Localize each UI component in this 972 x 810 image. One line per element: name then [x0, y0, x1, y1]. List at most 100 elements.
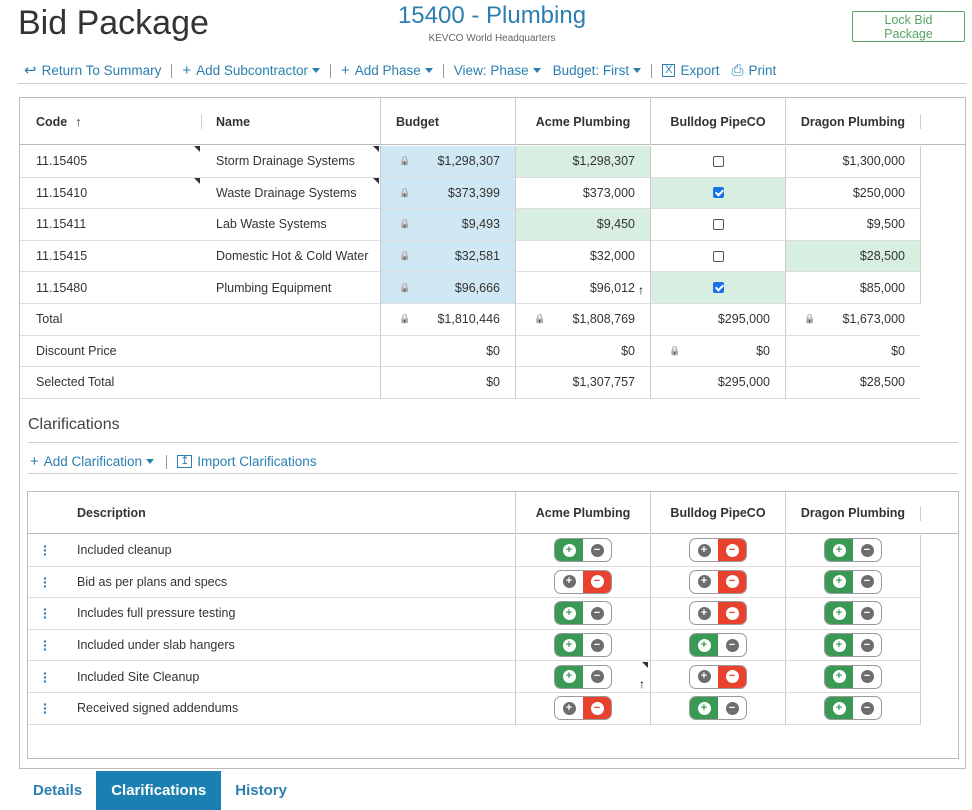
code-column-header[interactable]: Code ↑	[36, 98, 201, 145]
dragon-include-toggle[interactable]: + −	[824, 601, 882, 626]
exclude-minus-button[interactable]: −	[718, 665, 746, 688]
kebab-menu-icon[interactable]: · · ·	[43, 633, 48, 658]
exclude-minus-button[interactable]: −	[853, 634, 881, 656]
acme-bid-cell[interactable]: $1,298,307	[515, 146, 650, 178]
include-plus-button[interactable]: +	[690, 666, 718, 688]
acme-include-toggle[interactable]: + −	[554, 633, 612, 658]
bulldog-bid-cell[interactable]	[650, 177, 785, 210]
exclude-minus-button[interactable]: −	[718, 602, 746, 625]
tab-details[interactable]: Details	[33, 782, 83, 799]
exclude-minus-button[interactable]: −	[583, 634, 611, 656]
exclude-minus-button[interactable]: −	[853, 602, 881, 624]
add-subcontractor-menu[interactable]: + Add Subcontractor	[176, 63, 326, 78]
dragon-column-header[interactable]: Dragon Plumbing	[785, 98, 920, 145]
bulldog-checkbox[interactable]	[712, 187, 724, 199]
budget-menu[interactable]: Budget: First	[547, 63, 648, 78]
bulldog-checkbox[interactable]	[712, 218, 724, 230]
exclude-minus-button[interactable]: −	[583, 602, 611, 624]
dragon-include-toggle[interactable]: + −	[824, 664, 882, 689]
exclude-minus-button[interactable]: −	[583, 570, 611, 593]
exclude-minus-button[interactable]: −	[718, 570, 746, 593]
acme-include-toggle[interactable]: + −	[554, 696, 612, 721]
bulldog-clar-column-header[interactable]: Bulldog PipeCO	[650, 492, 785, 534]
include-plus-button[interactable]: +	[825, 602, 853, 625]
acme-include-toggle[interactable]: + −	[554, 664, 612, 689]
dragon-bid-cell[interactable]: $28,500	[785, 240, 920, 273]
bulldog-include-toggle[interactable]: + −	[689, 633, 747, 658]
include-plus-button[interactable]: +	[690, 571, 718, 593]
bulldog-include-toggle[interactable]: + −	[689, 601, 747, 626]
acme-include-toggle[interactable]: + −	[554, 601, 612, 626]
bulldog-include-toggle[interactable]: + −	[689, 696, 747, 721]
tab-clarifications[interactable]: Clarifications	[96, 771, 222, 810]
add-clarification-menu[interactable]: + Add Clarification	[28, 454, 160, 469]
include-plus-button[interactable]: +	[690, 602, 718, 624]
exclude-minus-button[interactable]: −	[583, 697, 611, 720]
include-plus-button[interactable]: +	[690, 539, 718, 561]
acme-bid-cell[interactable]: $9,450	[515, 209, 650, 241]
exclude-minus-button[interactable]: −	[853, 571, 881, 593]
kebab-menu-icon[interactable]: · · ·	[43, 569, 48, 594]
budget-cell[interactable]: 🔒 $32,581	[380, 240, 515, 273]
exclude-minus-button[interactable]: −	[583, 539, 611, 561]
view-menu[interactable]: View: Phase	[448, 63, 547, 78]
budget-cell[interactable]: 🔒 $1,298,307	[380, 146, 515, 178]
include-plus-button[interactable]: +	[555, 602, 583, 625]
bulldog-checkbox[interactable]	[712, 250, 724, 262]
kebab-menu-icon[interactable]: · · ·	[43, 696, 48, 721]
kebab-menu-icon[interactable]: · · ·	[43, 601, 48, 626]
name-column-header[interactable]: Name	[216, 114, 251, 129]
acme-clar-column-header[interactable]: Acme Plumbing	[515, 492, 650, 534]
include-plus-button[interactable]: +	[825, 570, 853, 593]
exclude-minus-button[interactable]: −	[853, 539, 881, 561]
include-plus-button[interactable]: +	[555, 571, 583, 593]
budget-cell[interactable]: 🔒 $9,493	[380, 209, 515, 241]
include-plus-button[interactable]: +	[555, 665, 583, 688]
kebab-menu-icon[interactable]: · · ·	[43, 538, 48, 563]
exclude-minus-button[interactable]: −	[718, 539, 746, 562]
acme-bid-cell[interactable]: $32,000	[515, 240, 650, 273]
bulldog-checkbox[interactable]	[712, 155, 724, 167]
bulldog-include-toggle[interactable]: + −	[689, 664, 747, 689]
dragon-bid-cell[interactable]: $250,000	[785, 177, 920, 210]
print-button[interactable]: ⎙ Print	[726, 63, 783, 78]
budget-cell[interactable]: 🔒 $96,666	[380, 272, 515, 304]
add-phase-menu[interactable]: + Add Phase	[335, 63, 439, 78]
dragon-include-toggle[interactable]: + −	[824, 696, 882, 721]
exclude-minus-button[interactable]: −	[718, 697, 746, 719]
include-plus-button[interactable]: +	[690, 634, 718, 657]
dragon-bid-cell[interactable]: $1,300,000	[785, 146, 920, 178]
dragon-bid-cell[interactable]: $85,000	[785, 272, 920, 304]
exclude-minus-button[interactable]: −	[583, 666, 611, 688]
export-button[interactable]: X Export	[656, 63, 725, 78]
return-to-summary-link[interactable]: ↩ Return To Summary	[18, 63, 167, 78]
dragon-bid-cell[interactable]: $9,500	[785, 209, 920, 241]
kebab-menu-icon[interactable]: · · ·	[43, 664, 48, 689]
budget-column-header[interactable]: Budget	[380, 98, 515, 145]
bulldog-include-toggle[interactable]: + −	[689, 538, 747, 563]
acme-include-toggle[interactable]: + −	[554, 538, 612, 563]
bulldog-bid-cell[interactable]	[650, 272, 785, 304]
bulldog-checkbox[interactable]	[712, 282, 724, 294]
include-plus-button[interactable]: +	[825, 539, 853, 562]
include-plus-button[interactable]: +	[555, 697, 583, 719]
lock-bid-package-button[interactable]: Lock Bid Package	[852, 11, 965, 42]
bulldog-bid-cell[interactable]	[650, 240, 785, 273]
include-plus-button[interactable]: +	[555, 634, 583, 657]
dragon-include-toggle[interactable]: + −	[824, 569, 882, 594]
acme-bid-cell[interactable]: $373,000	[515, 177, 650, 210]
budget-cell[interactable]: 🔒 $373,399	[380, 177, 515, 210]
description-column-header[interactable]: Description	[77, 506, 146, 520]
bulldog-column-header[interactable]: Bulldog PipeCO	[650, 98, 785, 145]
include-plus-button[interactable]: +	[825, 665, 853, 688]
acme-bid-cell[interactable]: $96,012	[515, 272, 650, 304]
tab-history[interactable]: History	[235, 782, 287, 799]
bulldog-bid-cell[interactable]	[650, 209, 785, 241]
acme-column-header[interactable]: Acme Plumbing	[515, 98, 650, 145]
exclude-minus-button[interactable]: −	[718, 634, 746, 656]
dragon-include-toggle[interactable]: + −	[824, 538, 882, 563]
include-plus-button[interactable]: +	[690, 697, 718, 720]
import-clarifications-button[interactable]: ↥ Import Clarifications	[173, 454, 321, 469]
exclude-minus-button[interactable]: −	[853, 697, 881, 719]
include-plus-button[interactable]: +	[555, 539, 583, 562]
